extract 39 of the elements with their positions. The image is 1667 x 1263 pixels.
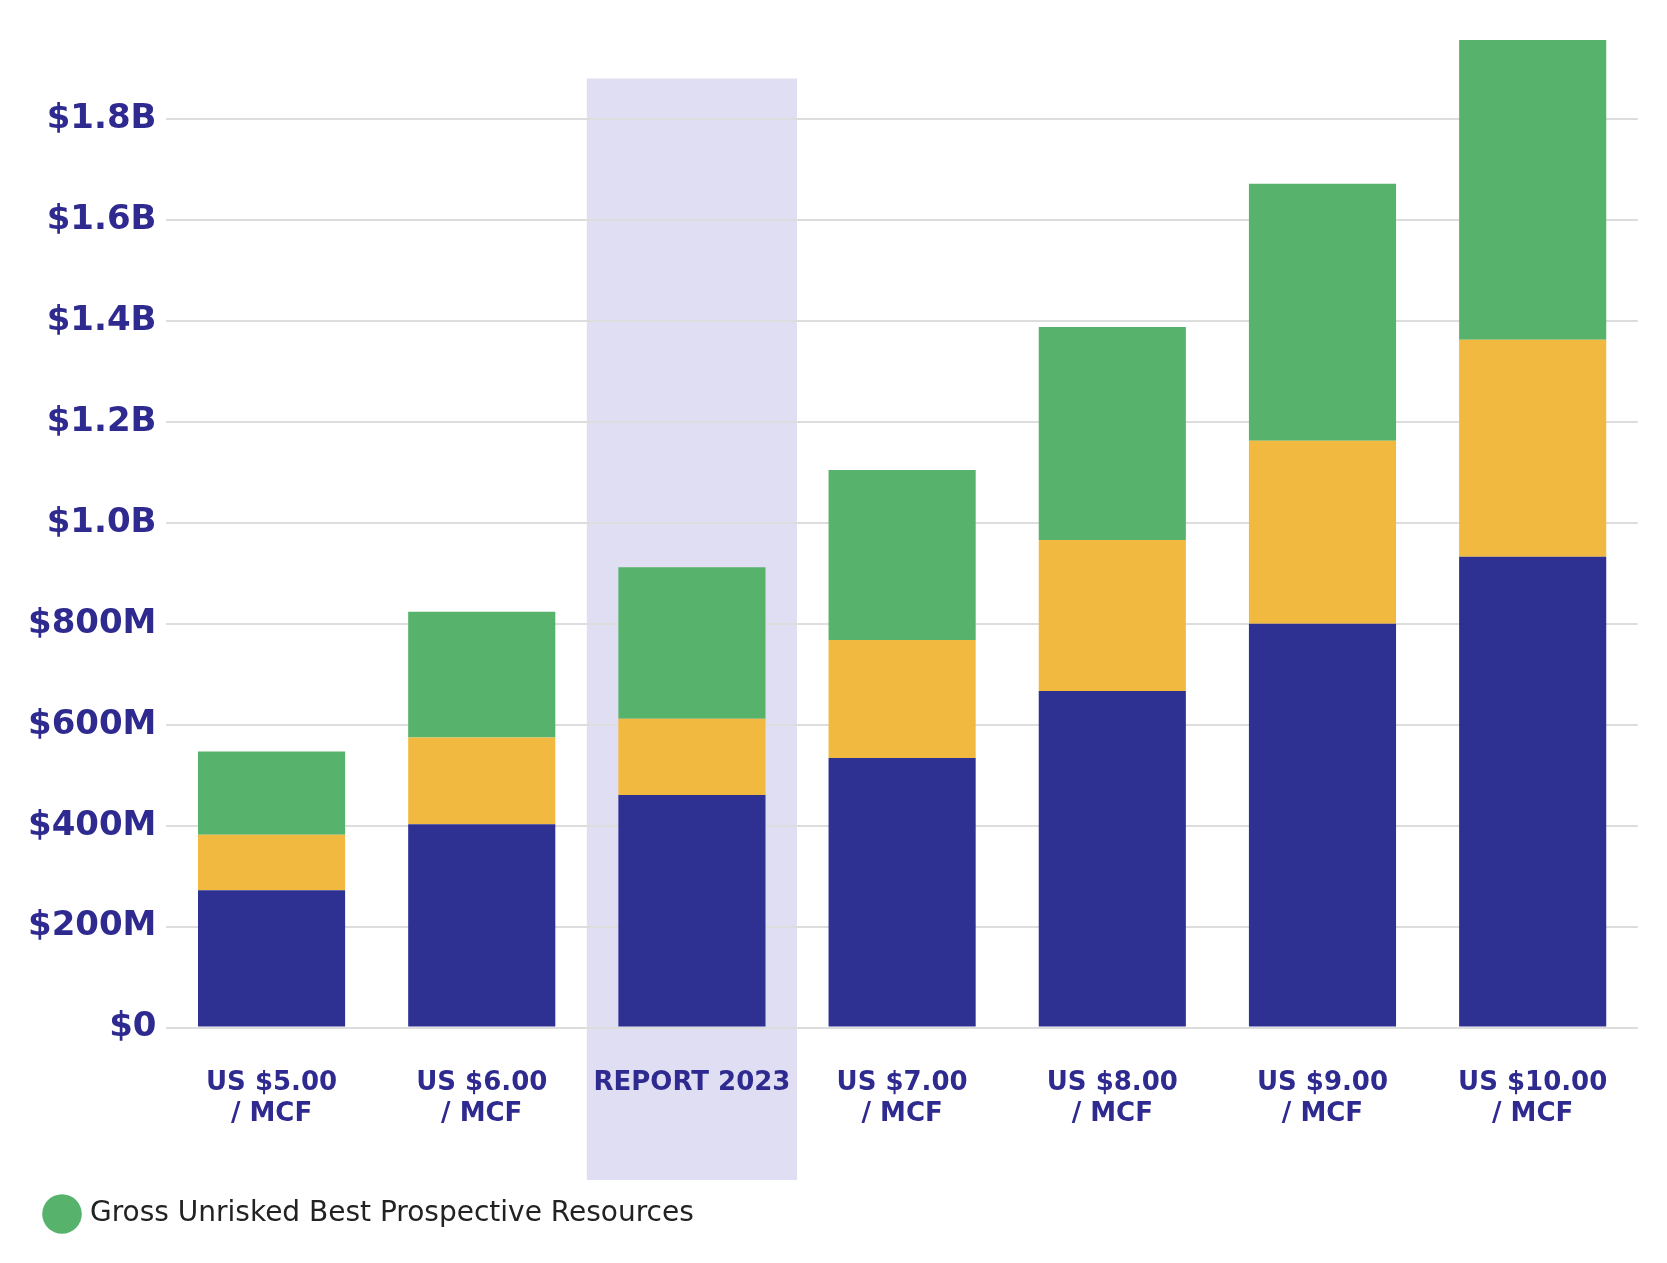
x-tick-label: US $8.00 / MCF: [1046, 1065, 1178, 1128]
y-tick-label: $1.2B: [46, 398, 157, 439]
y-tick-label: $1.4B: [46, 297, 157, 338]
bar: [197, 890, 346, 1027]
y-tick-label: $200M: [27, 903, 157, 944]
bar: [408, 611, 556, 738]
bar: [618, 718, 766, 795]
bar: [828, 758, 976, 1027]
bar: [618, 567, 766, 719]
legend-label: Gross Unrisked Best Prospective Resources: [90, 1195, 694, 1229]
bar: [1459, 339, 1607, 557]
bar: [1248, 440, 1397, 624]
bar: [618, 794, 766, 1027]
x-tick-label: US $9.00 / MCF: [1256, 1065, 1389, 1128]
bar: [1038, 690, 1186, 1027]
bar: [828, 469, 976, 640]
y-tick-label: $600M: [27, 701, 157, 742]
bar: [1038, 327, 1186, 541]
bar: [1459, 556, 1607, 1027]
y-tick-label: $800M: [27, 600, 157, 641]
x-tick-label: US $7.00 / MCF: [836, 1065, 968, 1128]
y-tick-label: $1.8B: [46, 95, 157, 136]
x-tick-label: US $5.00 / MCF: [205, 1065, 338, 1128]
x-tick-label: REPORT 2023: [593, 1065, 791, 1096]
bar: [828, 640, 976, 759]
bar: [197, 751, 346, 835]
bar: [1038, 540, 1186, 691]
bar: [1459, 39, 1607, 340]
y-tick-label: $0: [109, 1004, 157, 1045]
bar: [1248, 623, 1397, 1027]
x-tick-label: US $6.00 / MCF: [416, 1065, 548, 1128]
x-tick-label: US $10.00 / MCF: [1458, 1065, 1608, 1128]
bar: [197, 834, 346, 891]
y-tick-label: $1.6B: [46, 196, 157, 237]
y-tick-label: $400M: [27, 802, 157, 843]
y-tick-label: $1.0B: [46, 499, 157, 540]
bar: [408, 824, 556, 1027]
bar: [1248, 183, 1397, 441]
bar: [408, 737, 556, 825]
